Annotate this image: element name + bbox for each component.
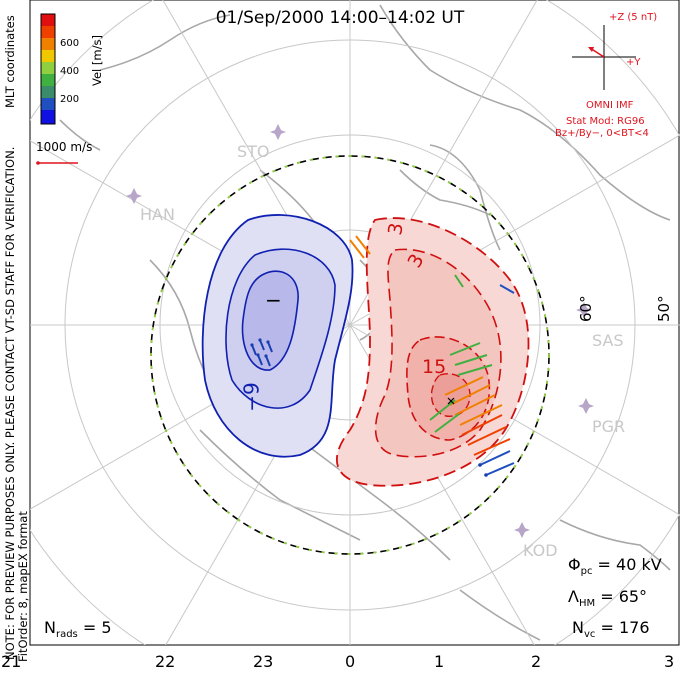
colorbar-segment [41, 62, 55, 74]
colorbar-segment [41, 110, 55, 124]
station-markers [126, 124, 594, 538]
colorbar-segment [41, 50, 55, 62]
map-title: 01/Sep/2000 14:00–14:02 UT [215, 8, 465, 28]
latitude-label-60: 60° [577, 295, 595, 322]
colorbar-tick-label: 400 [60, 66, 80, 77]
colorbar-segment [41, 98, 55, 110]
radar-count: Nrads = 5 [44, 618, 112, 640]
imf-source-label: OMNI IMF [586, 100, 634, 111]
cross-polar-potential: Φpc = 40 kV [568, 555, 662, 577]
velocity-vectors [251, 235, 515, 476]
n-rads-symbol: N [44, 618, 56, 637]
lambda-hm-value: = 65° [600, 587, 648, 606]
colorbar-segment [41, 74, 55, 86]
colorbar-segment [41, 14, 55, 26]
phi-pc-symbol: Φ [568, 555, 581, 574]
imf-by-label: +Y [626, 57, 641, 68]
coastlines [59, 4, 671, 641]
hmb-green-overlay [150, 155, 550, 555]
mlt-tick-label: 2 [531, 652, 542, 671]
mlt-tick-label: 22 [155, 652, 176, 671]
station-label-han: HAN [140, 205, 175, 224]
vector-footpoints [250, 338, 488, 477]
contour-label-neg-inner: − [265, 288, 282, 312]
mlt-tick-label: 1 [434, 652, 445, 671]
phi-pc-value: = 40 kV [597, 555, 662, 574]
n-vc-symbol: N [572, 618, 584, 637]
mlt-tick-label: 0 [345, 652, 356, 671]
imf-condition-label: Bz+/By−, 0<BT<4 [555, 128, 649, 139]
plot-frame [29, 0, 680, 646]
contour-label-neg-outer: −9 [239, 382, 264, 412]
phi-pc-subscript: pc [580, 566, 593, 578]
station-label-sas: SAS [592, 331, 624, 350]
imf-bz-label: +Z (5 nT) [609, 12, 658, 23]
mlt-tick-label: 21 [1, 652, 22, 671]
colorbar-segment [41, 86, 55, 98]
contour-label-pos-inner: 15 [422, 356, 447, 378]
stat-model-label: Stat Mod: RG96 [566, 116, 645, 127]
mlt-tick-label: 3 [664, 652, 675, 671]
station-marker-pgr [578, 398, 594, 414]
positive-cell [335, 217, 530, 487]
station-marker-han [126, 188, 142, 204]
station-label-pgr: PGR [592, 417, 626, 436]
n-rads-value: = 5 [82, 618, 112, 637]
station-marker-kod [514, 522, 530, 538]
vector-count: Nvc = 176 [572, 618, 650, 640]
station-marker-sas [576, 302, 592, 318]
colorbar-tick-label: 600 [60, 38, 80, 49]
n-vc-value: = 176 [600, 618, 650, 637]
fit-order-label: FitOrder: 8, mapEX format [16, 511, 30, 662]
colorbar [40, 13, 56, 125]
station-label-sto: STO [237, 142, 270, 161]
colorbar-tick-label: 200 [60, 94, 80, 105]
colorbar-segment [41, 38, 55, 50]
lambda-hm-subscript: HM [578, 598, 596, 610]
imf-arrowhead [588, 47, 594, 52]
station-label-kod: KOD [523, 541, 558, 560]
latitude-label-50: 50° [655, 295, 673, 322]
colorbar-segment [41, 26, 55, 38]
hm-boundary-latitude: ΛHM = 65° [568, 587, 647, 609]
scale-vector-dot [36, 161, 40, 165]
station-marker-sto [270, 124, 286, 140]
mlt-tick-label: 23 [253, 652, 274, 671]
colorbar-frame [40, 13, 56, 125]
preview-note: NOTE: FOR PREVIEW PURPOSES ONLY. PLEASE … [3, 146, 17, 660]
colorbar-label: Vel [m/s] [90, 35, 104, 86]
negative-cell [201, 214, 354, 458]
n-vc-subscript: vc [583, 629, 596, 641]
potential-maximum-marker [447, 397, 455, 405]
scale-vector-label: 1000 m/s [36, 140, 93, 154]
n-rads-subscript: rads [55, 629, 78, 641]
lambda-hm-symbol: Λ [568, 587, 579, 606]
